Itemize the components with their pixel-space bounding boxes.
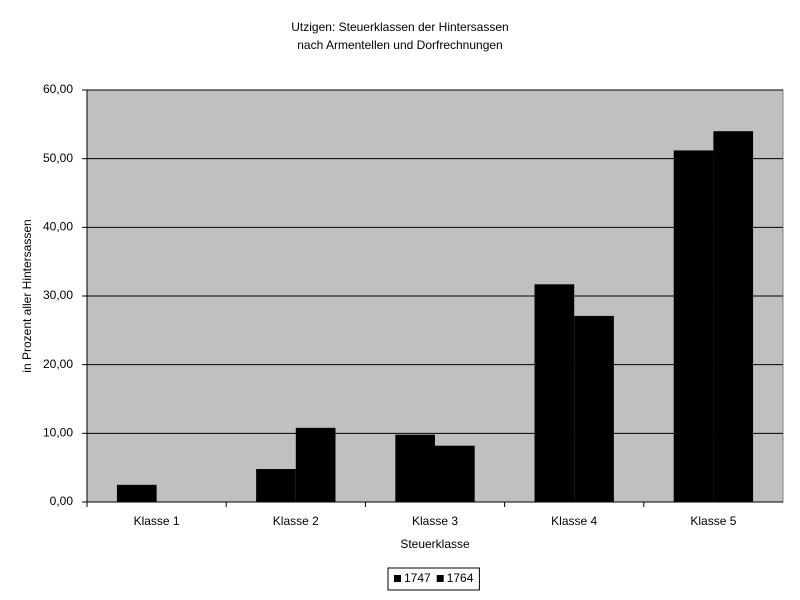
- y-tick-label: 20,00: [43, 357, 73, 371]
- bar: [574, 315, 614, 502]
- x-axis-label: Steuerklasse: [400, 537, 470, 551]
- y-axis-label: in Prozent aller Hintersassen: [20, 219, 34, 372]
- x-tick-label: Klasse 2: [273, 514, 319, 528]
- bar: [116, 484, 157, 502]
- legend-label: 1747: [404, 571, 431, 585]
- legend-swatch: [436, 575, 444, 582]
- bar: [395, 434, 435, 502]
- x-tick-label: Klasse 1: [134, 514, 180, 528]
- legend-box: [387, 567, 480, 591]
- y-tick-label: 30,00: [43, 288, 73, 302]
- bar: [713, 131, 754, 502]
- y-tick-label: 10,00: [43, 426, 73, 440]
- x-tick-label: Klasse 4: [551, 514, 597, 528]
- bar: [256, 469, 296, 502]
- y-tick-label: 40,00: [43, 220, 73, 234]
- x-tick-label: Klasse 3: [412, 514, 458, 528]
- legend-label: 1764: [447, 571, 474, 585]
- legend: 1747 1764: [387, 567, 480, 591]
- y-tick-label: 50,00: [43, 151, 73, 165]
- legend-swatch: [394, 575, 401, 582]
- x-tick-label: Klasse 5: [690, 514, 736, 528]
- bar: [295, 427, 336, 502]
- bar: [534, 284, 575, 502]
- chart-title: nach Armentellen und Dorfrechnungen: [297, 38, 502, 52]
- y-tick-label: 60,00: [43, 82, 73, 96]
- bar: [435, 445, 475, 502]
- chart-title: Utzigen: Steuerklassen der Hintersassen: [291, 20, 508, 34]
- bar: [673, 150, 714, 502]
- y-tick-label: 0,00: [50, 494, 74, 508]
